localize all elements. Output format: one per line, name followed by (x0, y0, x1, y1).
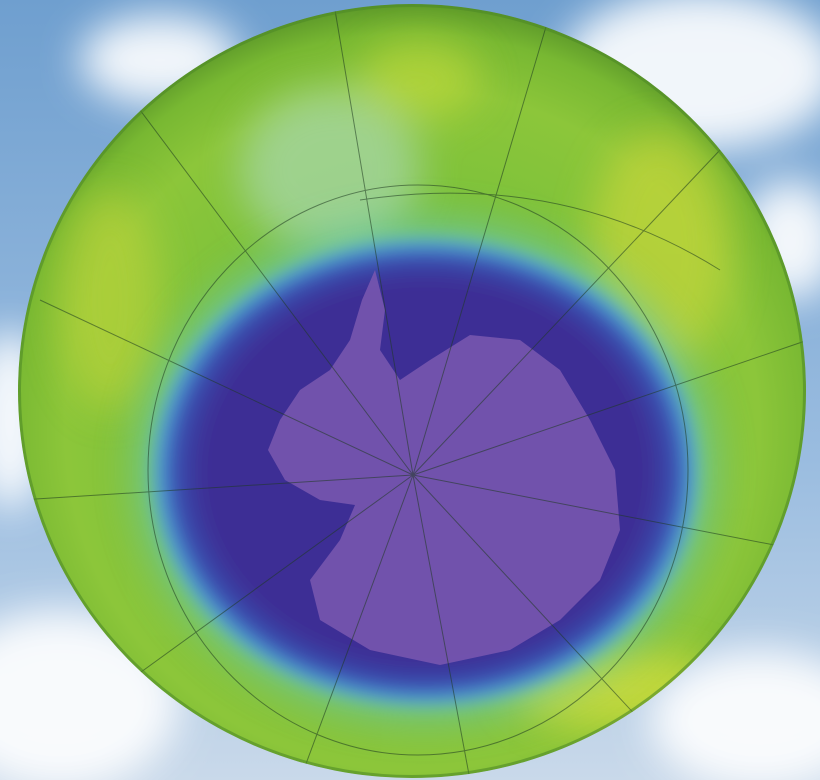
antarctica (268, 270, 620, 665)
graticule (19, 9, 806, 778)
ozone-bands (60, 40, 730, 730)
globe (18, 4, 806, 778)
